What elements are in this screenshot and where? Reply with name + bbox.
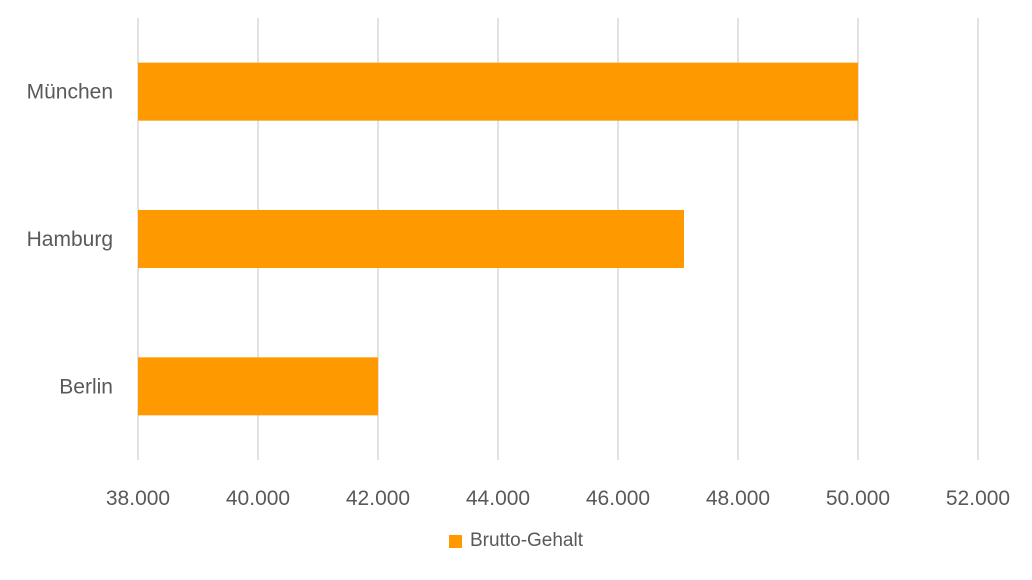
- x-tick-label: 44.000: [466, 487, 530, 510]
- legend-swatch: [449, 534, 462, 548]
- bars: [138, 62, 858, 416]
- bar: [138, 357, 378, 416]
- value-axis: 38.000 40.000 42.000 44.000 46.000 48.000 50.0…: [106, 487, 1010, 510]
- x-tick-label: 40.000: [226, 487, 290, 510]
- y-category-label: Hamburg: [27, 228, 113, 251]
- bar: [138, 62, 858, 121]
- x-tick-label: 46.000: [586, 487, 650, 510]
- x-tick-label: 50.000: [826, 487, 890, 510]
- legend-label: Brutto-Gehalt: [470, 530, 583, 551]
- x-tick-label: 42.000: [346, 487, 410, 510]
- legend: Brutto-Gehalt: [0, 530, 1032, 552]
- x-tick-label: 48.000: [706, 487, 770, 510]
- category-axis: München Hamburg Berlin: [27, 81, 113, 399]
- x-tick-label: 38.000: [106, 487, 170, 510]
- x-tick-label: 52.000: [946, 487, 1010, 510]
- y-category-label: Berlin: [59, 375, 113, 398]
- y-category-label: München: [27, 81, 113, 104]
- bar: [138, 210, 684, 268]
